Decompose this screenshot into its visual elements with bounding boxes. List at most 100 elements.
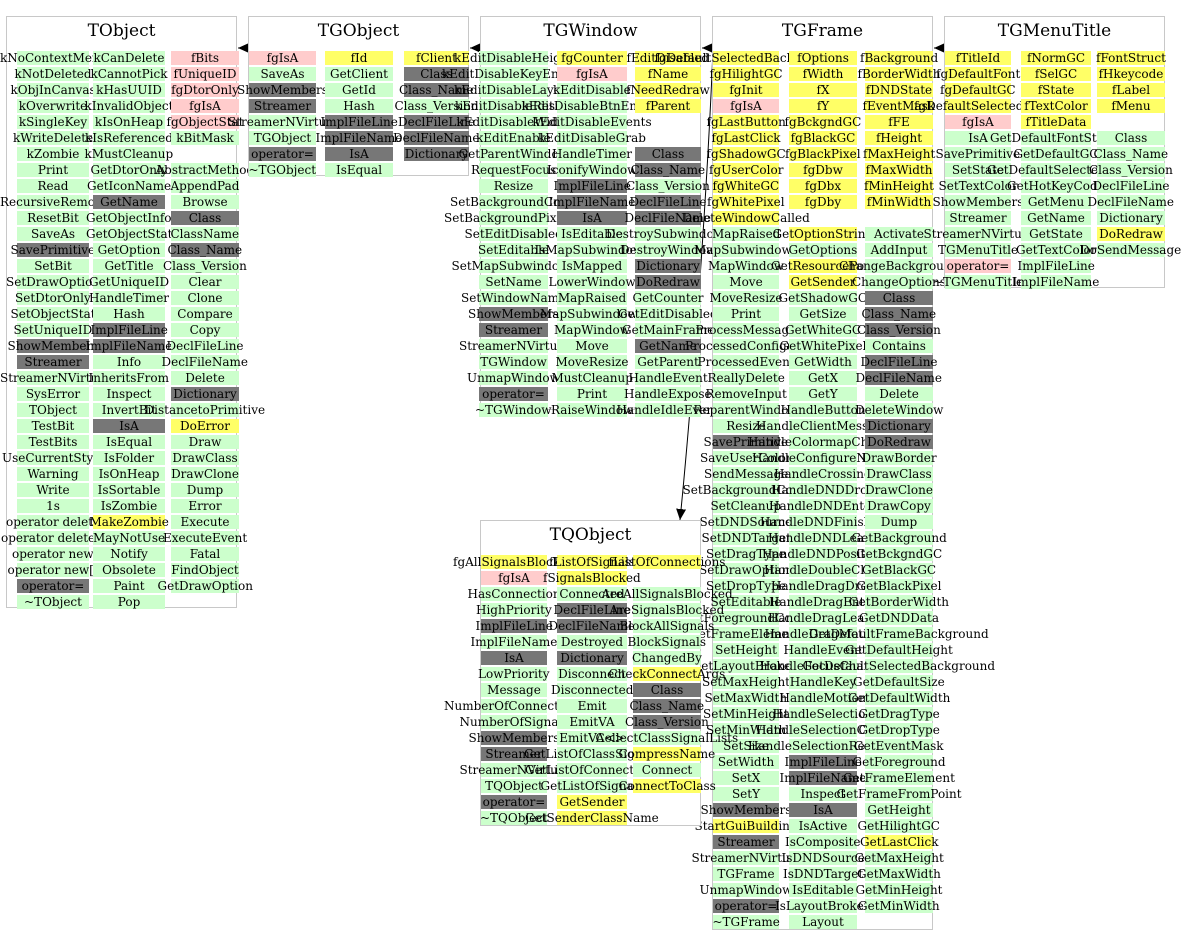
member-label: kEditDisableHeight	[454, 51, 574, 65]
member-cell: SetBackgroundColor	[450, 195, 577, 209]
member-label: Info	[116, 355, 142, 369]
member-label: StreamerNVirtual	[691, 851, 801, 865]
member-label: GetHeight	[867, 803, 931, 817]
member-label: fgDefaultGC	[940, 83, 1016, 97]
member-cell: SetMaxHeight	[702, 675, 790, 689]
member-label: ImplFileLine	[1017, 259, 1095, 273]
member-cell: GetListOfClassSignals	[524, 747, 660, 761]
member-label: 1s	[46, 499, 60, 513]
member-label: DrawCopy	[867, 499, 931, 513]
member-label: ~TGMenuTitle	[933, 275, 1024, 289]
member-cell: kInvalidObject	[85, 99, 173, 113]
member-label: fgDefaultSelectedGC	[914, 99, 1043, 113]
member-cell: DeleteWindowCalled	[683, 211, 810, 225]
member-cell: SetMinWidth	[706, 723, 786, 737]
member-label: fgIsA	[730, 99, 762, 113]
member-cell: fgIsA	[481, 571, 547, 585]
member-label: SetTextColor	[938, 179, 1018, 193]
member-cell: SetMinHeight	[703, 707, 789, 721]
member-cell: ReallyDelete	[708, 371, 785, 385]
member-cell: MustCleanup	[552, 371, 633, 385]
member-cell: HandleTimer	[552, 147, 632, 161]
member-label: MapWindow	[708, 259, 784, 273]
member-cell: GetName	[1021, 211, 1091, 225]
member-label: Dictionary	[1099, 211, 1163, 225]
member-cell: fMenu	[1097, 99, 1165, 113]
member-cell: kIsReferenced	[85, 131, 173, 145]
member-label: fgDefaultFont	[936, 67, 1021, 81]
member-label: HandleDNDFinished	[760, 515, 887, 529]
member-cell: TestBit	[17, 419, 89, 433]
member-cell: GetDropType	[859, 723, 940, 737]
member-cell: fTitleData	[1021, 115, 1091, 129]
member-label: GetSender	[790, 275, 856, 289]
member-cell: SetEditDisabled	[465, 227, 563, 241]
member-cell: GetDNDData	[859, 611, 939, 625]
member-label: Emit	[577, 699, 607, 713]
member-label: kCanDelete	[93, 51, 165, 65]
member-cell: fgIsA	[171, 99, 239, 113]
member-cell: kIsOnHeap	[93, 115, 165, 129]
member-cell: fHeight	[865, 131, 933, 145]
member-column: fFontStruct fHkeycode fLabel fMenu Class Clas…	[1080, 51, 1181, 259]
member-cell: fgDefaultSelectedBackground	[655, 51, 838, 65]
member-label: GetX	[807, 371, 839, 385]
member-label: DeclFileName	[1087, 195, 1175, 209]
member-cell: GetId	[325, 83, 393, 97]
member-label: Streamer	[485, 747, 543, 761]
member-cell: SetWindowName	[461, 291, 566, 305]
member-cell	[865, 211, 933, 225]
member-cell: ImplFileName	[1013, 275, 1099, 289]
member-cell: SetEditable	[711, 595, 782, 609]
member-label: ~TGObject	[248, 163, 317, 177]
member-cell: Pop	[93, 595, 165, 609]
member-label: Class	[1114, 131, 1148, 145]
member-label: Clone	[187, 291, 223, 305]
member-cell: Class_Name	[399, 83, 474, 97]
member-label: HasConnection	[467, 587, 561, 601]
member-cell: IsEditable	[789, 883, 857, 897]
member-label: SetWindowName	[461, 291, 567, 305]
member-label: SetHeight	[715, 643, 777, 657]
member-column: fId GetClient GetId Hash ImplFileLine ImplFil…	[316, 51, 402, 179]
member-label: ImplFileLine	[553, 179, 631, 193]
member-cell: GetFrameFromPoint	[837, 787, 962, 801]
member-cell: Streamer	[17, 355, 89, 369]
member-label: TQObject	[485, 779, 543, 793]
member-label: GetCounter	[632, 291, 704, 305]
member-label: SetWidth	[717, 755, 775, 769]
class-title: TGFrame	[781, 21, 864, 41]
member-cell: GetSize	[789, 307, 857, 321]
member-label: ProcessMessage	[695, 323, 797, 337]
member-cell: SetDNDSource	[700, 515, 792, 529]
member-cell: Destroyed	[557, 635, 627, 649]
member-label: HandleColormapChange	[748, 435, 898, 449]
member-cell: ProcessMessage	[696, 323, 796, 337]
member-label: CompressName	[618, 747, 716, 761]
member-cell: IsDNDSource	[782, 851, 865, 865]
member-label: SaveUserColor	[700, 451, 792, 465]
member-cell: Hash	[93, 307, 165, 321]
member-label: MakeZombie	[89, 515, 169, 529]
member-label: fgCounter	[561, 51, 623, 65]
member-label: NumberOfSignals	[459, 715, 569, 729]
member-cell: MakeZombie	[90, 515, 169, 529]
member-cell: Connected	[557, 587, 627, 601]
member-cell: LowerWindow	[549, 275, 636, 289]
member-label: DrawBorder	[861, 451, 937, 465]
member-label: GetEditDisabled	[618, 307, 718, 321]
member-label: SavePrimitive	[703, 435, 789, 449]
member-label: SetBackgroundColor	[450, 195, 578, 209]
member-label: Class	[420, 67, 453, 81]
member-label: GetDNDData	[859, 611, 940, 625]
member-cell: fgIsA	[249, 51, 316, 65]
member-label: ImplFileLine	[90, 323, 168, 337]
member-label: SetMaxHeight	[702, 675, 790, 689]
member-label: ImplFileLine	[784, 755, 862, 769]
member-cell: HandleColormapChange	[748, 435, 898, 449]
member-cell: kZombie	[17, 147, 89, 161]
member-label: Class_Name	[167, 243, 243, 257]
member-cell	[635, 115, 701, 129]
member-cell: HandleDNDPosition	[762, 547, 884, 561]
member-label: RemoveInput	[705, 387, 787, 401]
